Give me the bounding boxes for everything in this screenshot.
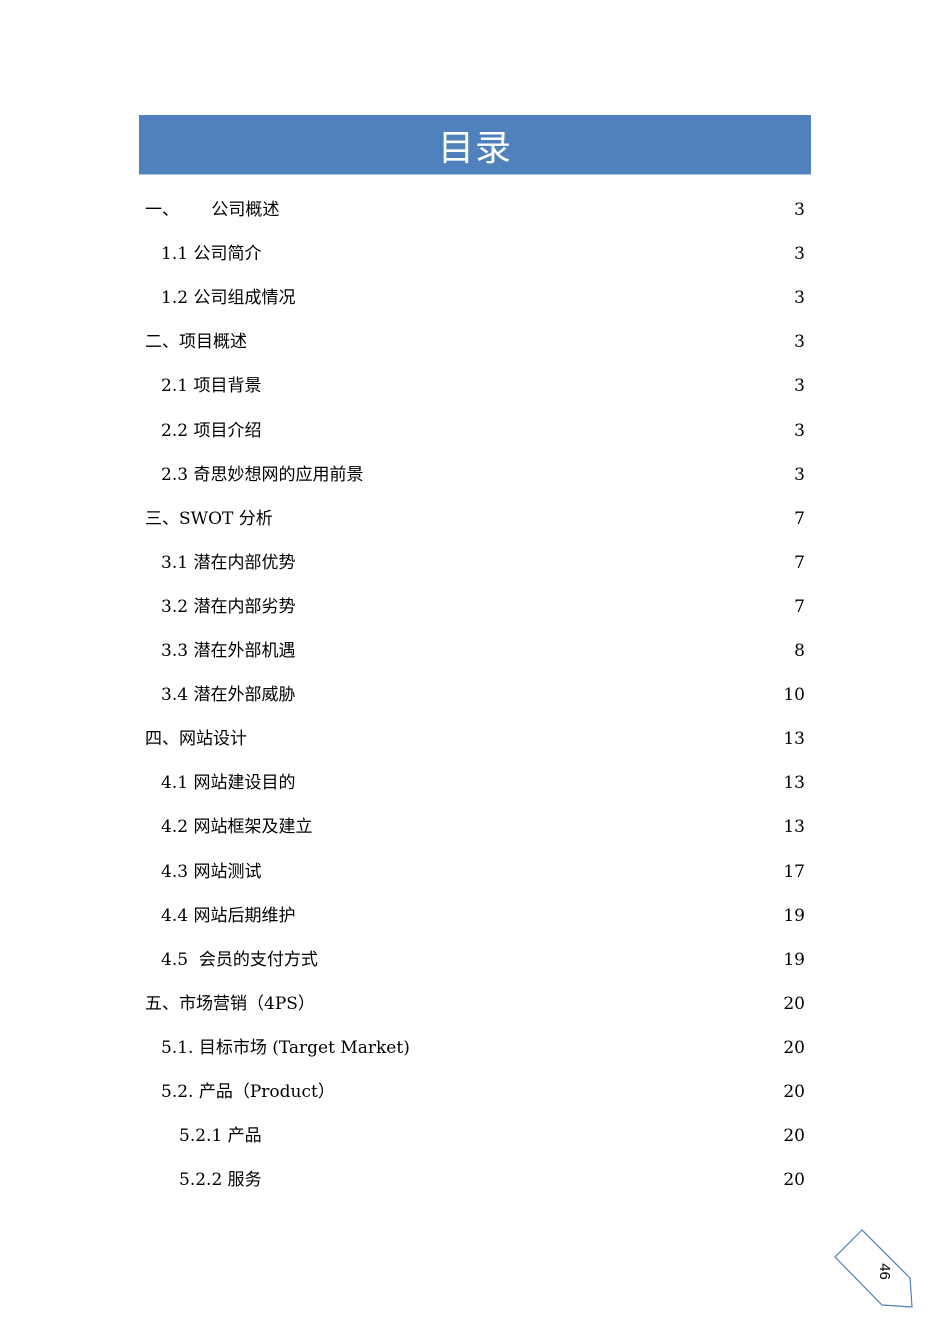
toc-entry-label: 3.2 潜在内部劣势 [161,596,296,617]
toc-entry-page: 20 [783,1082,805,1102]
toc-entry[interactable]: 2.2 项目介绍 3 [0,419,950,443]
toc-entry-page: 7 [794,508,805,529]
toc-entry[interactable]: 一、 公司概述 3 [0,198,950,222]
toc-entry[interactable]: 4.5 会员的支付方式 19 [0,948,950,972]
toc-entry-page: 13 [783,729,805,750]
toc-entry-label: 三、SWOT 分析 [145,508,273,529]
toc-entry-page: 3 [794,244,805,265]
toc-entry-label: 四、网站设计 [145,729,247,750]
toc-entry-label: 5.2. 产品（Product） [161,1082,335,1102]
toc-entry[interactable]: 1.1 公司简介 3 [0,242,950,266]
toc-entry-page: 3 [794,332,805,353]
toc-entry[interactable]: 四、网站设计 13 [0,727,950,751]
toc-entry-label: 5.2.2 服务 [179,1170,262,1191]
toc-entry-page: 13 [783,773,805,794]
toc-entry-label: 3.4 潜在外部威胁 [161,685,296,706]
toc-entry[interactable]: 3.4 潜在外部威胁 10 [0,683,950,707]
toc-entry-page: 20 [783,993,805,1014]
toc-entry-page: 17 [783,861,805,882]
page-number: 46 [875,1263,893,1280]
toc-entry-page: 20 [783,1170,805,1191]
toc-entry[interactable]: 5.2.2 服务 20 [0,1168,950,1192]
toc-entry-label: 4.4 网站后期维护 [161,905,296,926]
toc-entry[interactable]: 3.1 潜在内部优势 7 [0,551,950,575]
toc-entry[interactable]: 1.2 公司组成情况 3 [0,286,950,310]
toc-entry[interactable]: 5.2.1 产品 20 [0,1124,950,1148]
toc-entry-label: 5.2.1 产品 [179,1126,262,1147]
toc-entry-label: 2.1 项目背景 [161,376,262,397]
toc-entry-label: 4.2 网站框架及建立 [161,817,313,838]
toc-entry-page: 3 [794,288,805,309]
toc-entry-label: 3.1 潜在内部优势 [161,552,296,573]
toc-entry[interactable]: 4.1 网站建设目的 13 [0,771,950,795]
toc-entry-label: 2.3 奇思妙想网的应用前景 [161,464,364,485]
toc-entry[interactable]: 4.2 网站框架及建立 13 [0,815,950,839]
toc-entry-page: 3 [794,200,805,220]
toc-entry[interactable]: 3.3 潜在外部机遇 8 [0,639,950,663]
toc-entry-page: 20 [783,1126,805,1147]
toc-entry[interactable]: 5.1. 目标市场 (Target Market) 20 [0,1036,950,1060]
toc-entry-label: 一、 公司概述 [145,200,280,220]
toc-entry-label: 2.2 项目介绍 [161,420,262,441]
toc-entry-label: 4.3 网站测试 [161,861,262,882]
toc-entry[interactable]: 2.3 奇思妙想网的应用前景 3 [0,463,950,487]
toc-entry-label: 1.1 公司简介 [161,244,262,265]
toc-title-banner: 目录 [139,115,811,175]
toc-entry-page: 19 [783,949,805,970]
toc-entry[interactable]: 5.2. 产品（Product） 20 [0,1080,950,1104]
toc-entry[interactable]: 2.1 项目背景 3 [0,374,950,398]
toc-entry-page: 3 [794,420,805,441]
toc-title: 目录 [437,127,512,169]
toc-entry-label: 4.1 网站建设目的 [161,773,296,794]
toc-entry-page: 20 [783,1037,805,1058]
toc-entry-label: 3.3 潜在外部机遇 [161,641,296,661]
toc-entry-label: 二、项目概述 [145,332,247,353]
toc-entry[interactable]: 3.2 潜在内部劣势 7 [0,595,950,619]
toc-entry-page: 7 [794,552,805,573]
toc-entry-label: 1.2 公司组成情况 [161,288,296,309]
toc-entry[interactable]: 三、SWOT 分析 7 [0,507,950,531]
toc-entry-label: 五、市场营销（4PS） [145,993,315,1014]
toc-entry[interactable]: 4.4 网站后期维护 19 [0,904,950,928]
toc-entry[interactable]: 4.3 网站测试 17 [0,860,950,884]
toc-entry-page: 13 [783,817,805,838]
toc-entry-page: 3 [794,464,805,485]
toc-entry-label: 5.1. 目标市场 (Target Market) [161,1037,410,1058]
toc-entry-page: 7 [794,596,805,617]
toc-entry-page: 19 [783,905,805,926]
toc-entry-page: 3 [794,376,805,397]
toc-entry[interactable]: 五、市场营销（4PS） 20 [0,992,950,1016]
toc-entry-page: 8 [794,641,805,661]
toc-entry[interactable]: 二、项目概述 3 [0,330,950,354]
toc-entry-page: 10 [783,685,805,706]
toc-entry-label: 4.5 会员的支付方式 [161,949,318,970]
